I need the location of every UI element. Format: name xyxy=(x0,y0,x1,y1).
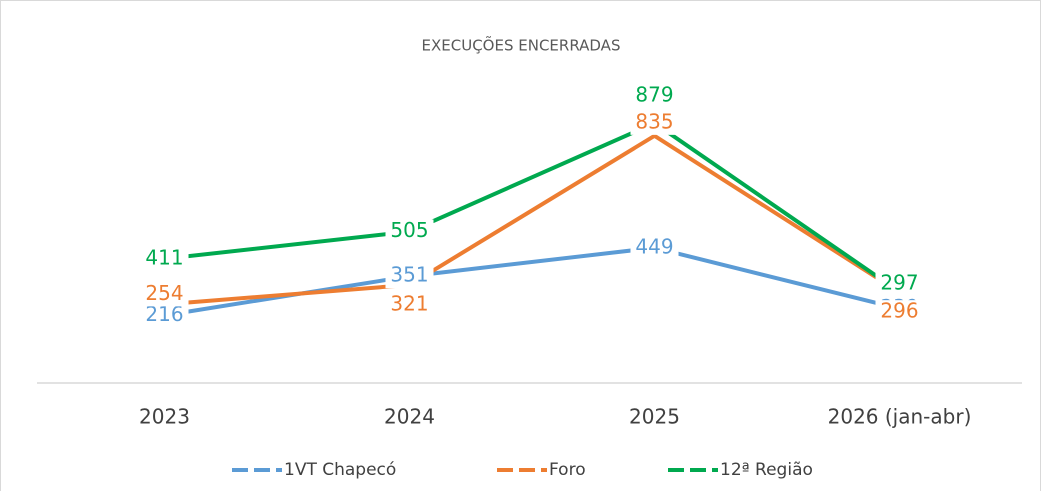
data-label: 879 xyxy=(635,83,673,107)
data-label: 351 xyxy=(390,263,428,287)
legend-label: Foro xyxy=(549,460,586,480)
label-bg xyxy=(140,246,189,271)
chart-title: EXECUÇÕES ENCERRADAS xyxy=(422,36,621,55)
legend-label: 12ª Região xyxy=(720,460,813,480)
label-bg xyxy=(385,292,434,317)
label-bg xyxy=(875,300,924,325)
label-bg xyxy=(630,110,679,135)
x-tick-label: 2024 xyxy=(384,405,435,429)
label-bg xyxy=(630,235,679,260)
series-line xyxy=(164,121,901,294)
data-label: 505 xyxy=(390,218,428,242)
data-label: 296 xyxy=(880,299,918,323)
x-tick-label: 2025 xyxy=(629,405,680,429)
legend-label: 1VT Chapecó xyxy=(284,460,396,480)
label-bg xyxy=(385,219,434,244)
label-bg xyxy=(630,84,679,109)
data-label: 297 xyxy=(880,270,918,294)
data-label: 835 xyxy=(635,109,673,133)
data-label: 321 xyxy=(390,291,428,315)
legend-item: 1VT Chapecó xyxy=(232,460,396,480)
label-bg xyxy=(140,303,189,328)
data-label: 411 xyxy=(145,245,183,269)
legend-item: Foro xyxy=(497,460,586,480)
x-tick-label: 2023 xyxy=(139,405,190,429)
label-bg xyxy=(875,271,924,296)
label-bg xyxy=(385,264,434,289)
data-label: 254 xyxy=(145,281,183,305)
series-line xyxy=(164,133,901,307)
label-bg xyxy=(140,282,189,307)
x-tick-label: 2026 (jan-abr) xyxy=(828,405,972,429)
data-label: 449 xyxy=(635,234,673,258)
legend-item: 12ª Região xyxy=(668,460,813,480)
